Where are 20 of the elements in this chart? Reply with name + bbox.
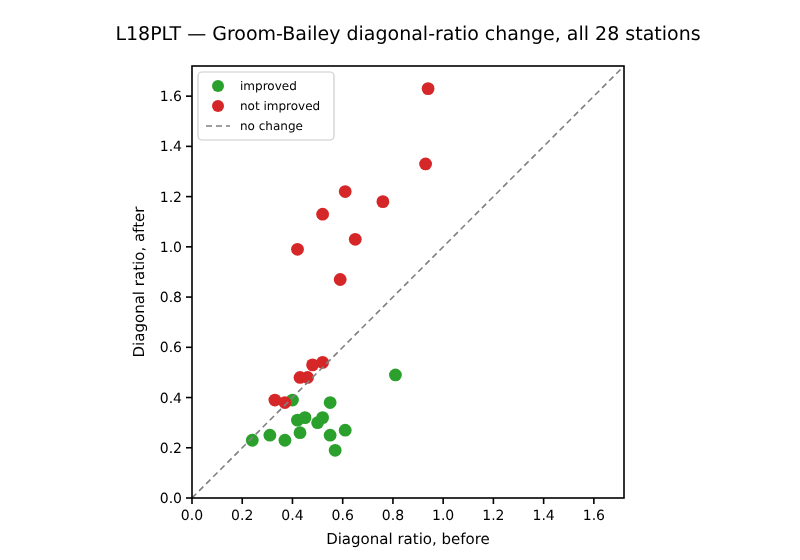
point [263, 428, 277, 442]
point [338, 423, 352, 437]
point [323, 428, 337, 442]
point [291, 242, 304, 256]
point [333, 273, 347, 286]
point [278, 433, 292, 447]
point [348, 232, 362, 246]
point [293, 426, 307, 440]
point [376, 195, 390, 209]
point [328, 443, 342, 457]
point [306, 358, 319, 372]
point [419, 157, 432, 171]
point [323, 396, 337, 409]
point [389, 368, 402, 382]
chart-title: L18PLT — Groom-Bailey diagonal-ratio change, all 28 stations [115, 24, 701, 46]
point [298, 411, 312, 425]
point [338, 185, 352, 198]
point [421, 82, 435, 95]
point [316, 411, 329, 425]
point [316, 207, 329, 221]
